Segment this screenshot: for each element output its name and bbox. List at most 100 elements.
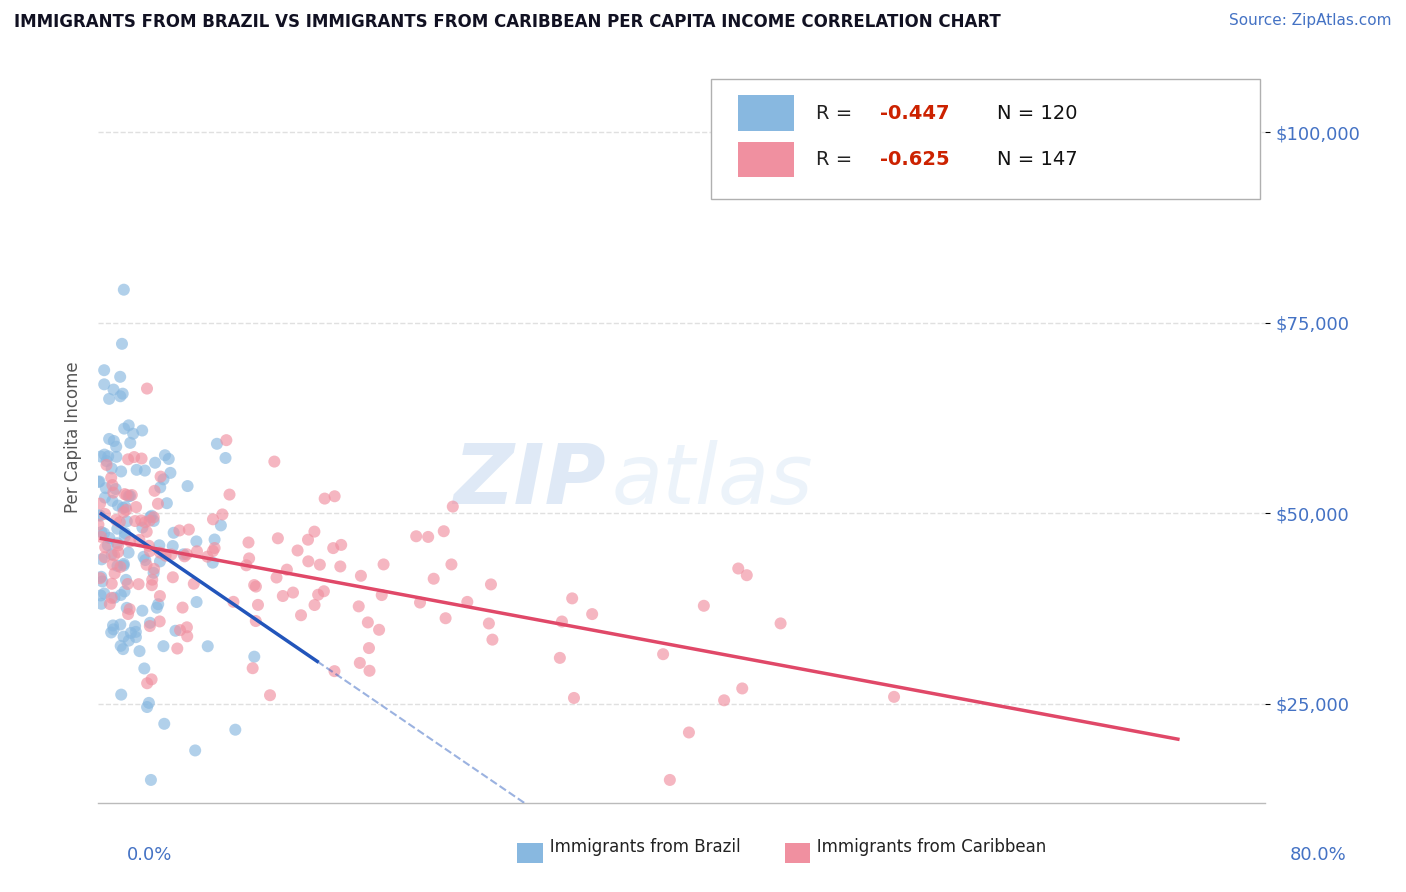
Point <box>117 546 139 560</box>
Point <box>87 475 110 489</box>
Point <box>90 570 112 584</box>
Point <box>98 432 121 446</box>
Point <box>153 448 176 462</box>
Point <box>148 538 170 552</box>
Point <box>418 530 440 544</box>
Point <box>107 499 129 513</box>
Point <box>131 424 153 438</box>
Point <box>98 597 121 611</box>
Point <box>149 589 172 603</box>
Point <box>104 482 127 496</box>
Point <box>125 624 148 639</box>
Point <box>307 588 329 602</box>
Point <box>271 589 294 603</box>
Point <box>197 639 219 653</box>
Point <box>93 586 115 600</box>
Point <box>156 496 179 510</box>
Point <box>162 539 184 553</box>
Point <box>134 464 156 478</box>
Point <box>222 595 245 609</box>
Point <box>131 520 153 534</box>
Point <box>235 558 257 573</box>
Point <box>209 518 232 533</box>
Text: R =: R = <box>815 150 859 169</box>
Point <box>93 377 115 392</box>
Point <box>329 559 352 574</box>
Point <box>735 568 758 582</box>
Point <box>246 598 269 612</box>
Text: 80.0%: 80.0% <box>1291 846 1347 863</box>
Point <box>186 544 208 558</box>
Point <box>139 544 162 558</box>
Point <box>149 469 172 483</box>
Point <box>153 716 176 731</box>
Point <box>479 577 502 591</box>
Point <box>186 534 208 549</box>
Point <box>155 549 177 563</box>
Point <box>242 661 264 675</box>
Point <box>149 480 172 494</box>
Point <box>146 497 169 511</box>
Point <box>103 623 125 637</box>
Point <box>90 597 112 611</box>
Point <box>134 553 156 567</box>
Point <box>115 573 138 587</box>
Text: N = 120: N = 120 <box>997 103 1077 122</box>
Point <box>357 615 380 630</box>
Point <box>562 690 585 705</box>
Point <box>100 461 122 475</box>
Point <box>100 625 122 640</box>
Point <box>224 723 246 737</box>
Point <box>97 450 120 464</box>
Point <box>433 524 456 539</box>
Point <box>96 458 118 472</box>
Text: Immigrants from Brazil: Immigrants from Brazil <box>534 838 741 856</box>
Point <box>104 566 127 581</box>
Point <box>215 433 238 447</box>
Point <box>110 560 132 574</box>
Point <box>125 630 148 644</box>
Point <box>90 530 112 544</box>
Point <box>131 604 153 618</box>
Point <box>87 508 110 522</box>
Point <box>117 607 139 621</box>
Point <box>218 487 240 501</box>
Point <box>118 633 141 648</box>
Point <box>176 547 198 561</box>
Point <box>652 647 675 661</box>
Point <box>112 505 135 519</box>
Point <box>143 456 166 470</box>
Point <box>312 584 335 599</box>
Point <box>114 530 136 544</box>
Point <box>177 523 200 537</box>
Point <box>103 434 125 448</box>
Point <box>114 487 136 501</box>
Bar <box>738 142 794 177</box>
Point <box>110 588 132 602</box>
Point <box>143 483 166 498</box>
Point <box>112 283 135 297</box>
Point <box>112 557 135 571</box>
Point <box>105 522 128 536</box>
Point <box>163 525 186 540</box>
Point <box>297 554 319 568</box>
Point <box>176 620 198 634</box>
Point <box>243 578 266 592</box>
Point <box>103 549 125 563</box>
Point <box>184 743 207 757</box>
Point <box>89 475 111 489</box>
Point <box>350 569 373 583</box>
Point <box>112 630 135 644</box>
Point <box>128 577 150 591</box>
Point <box>107 538 129 552</box>
Point <box>481 632 503 647</box>
Point <box>169 524 191 538</box>
Point <box>100 471 122 485</box>
Point <box>201 556 224 570</box>
Point <box>349 656 371 670</box>
Point <box>89 508 111 523</box>
Point <box>290 608 312 623</box>
Point <box>330 538 353 552</box>
Point <box>371 588 394 602</box>
Point <box>101 558 124 572</box>
